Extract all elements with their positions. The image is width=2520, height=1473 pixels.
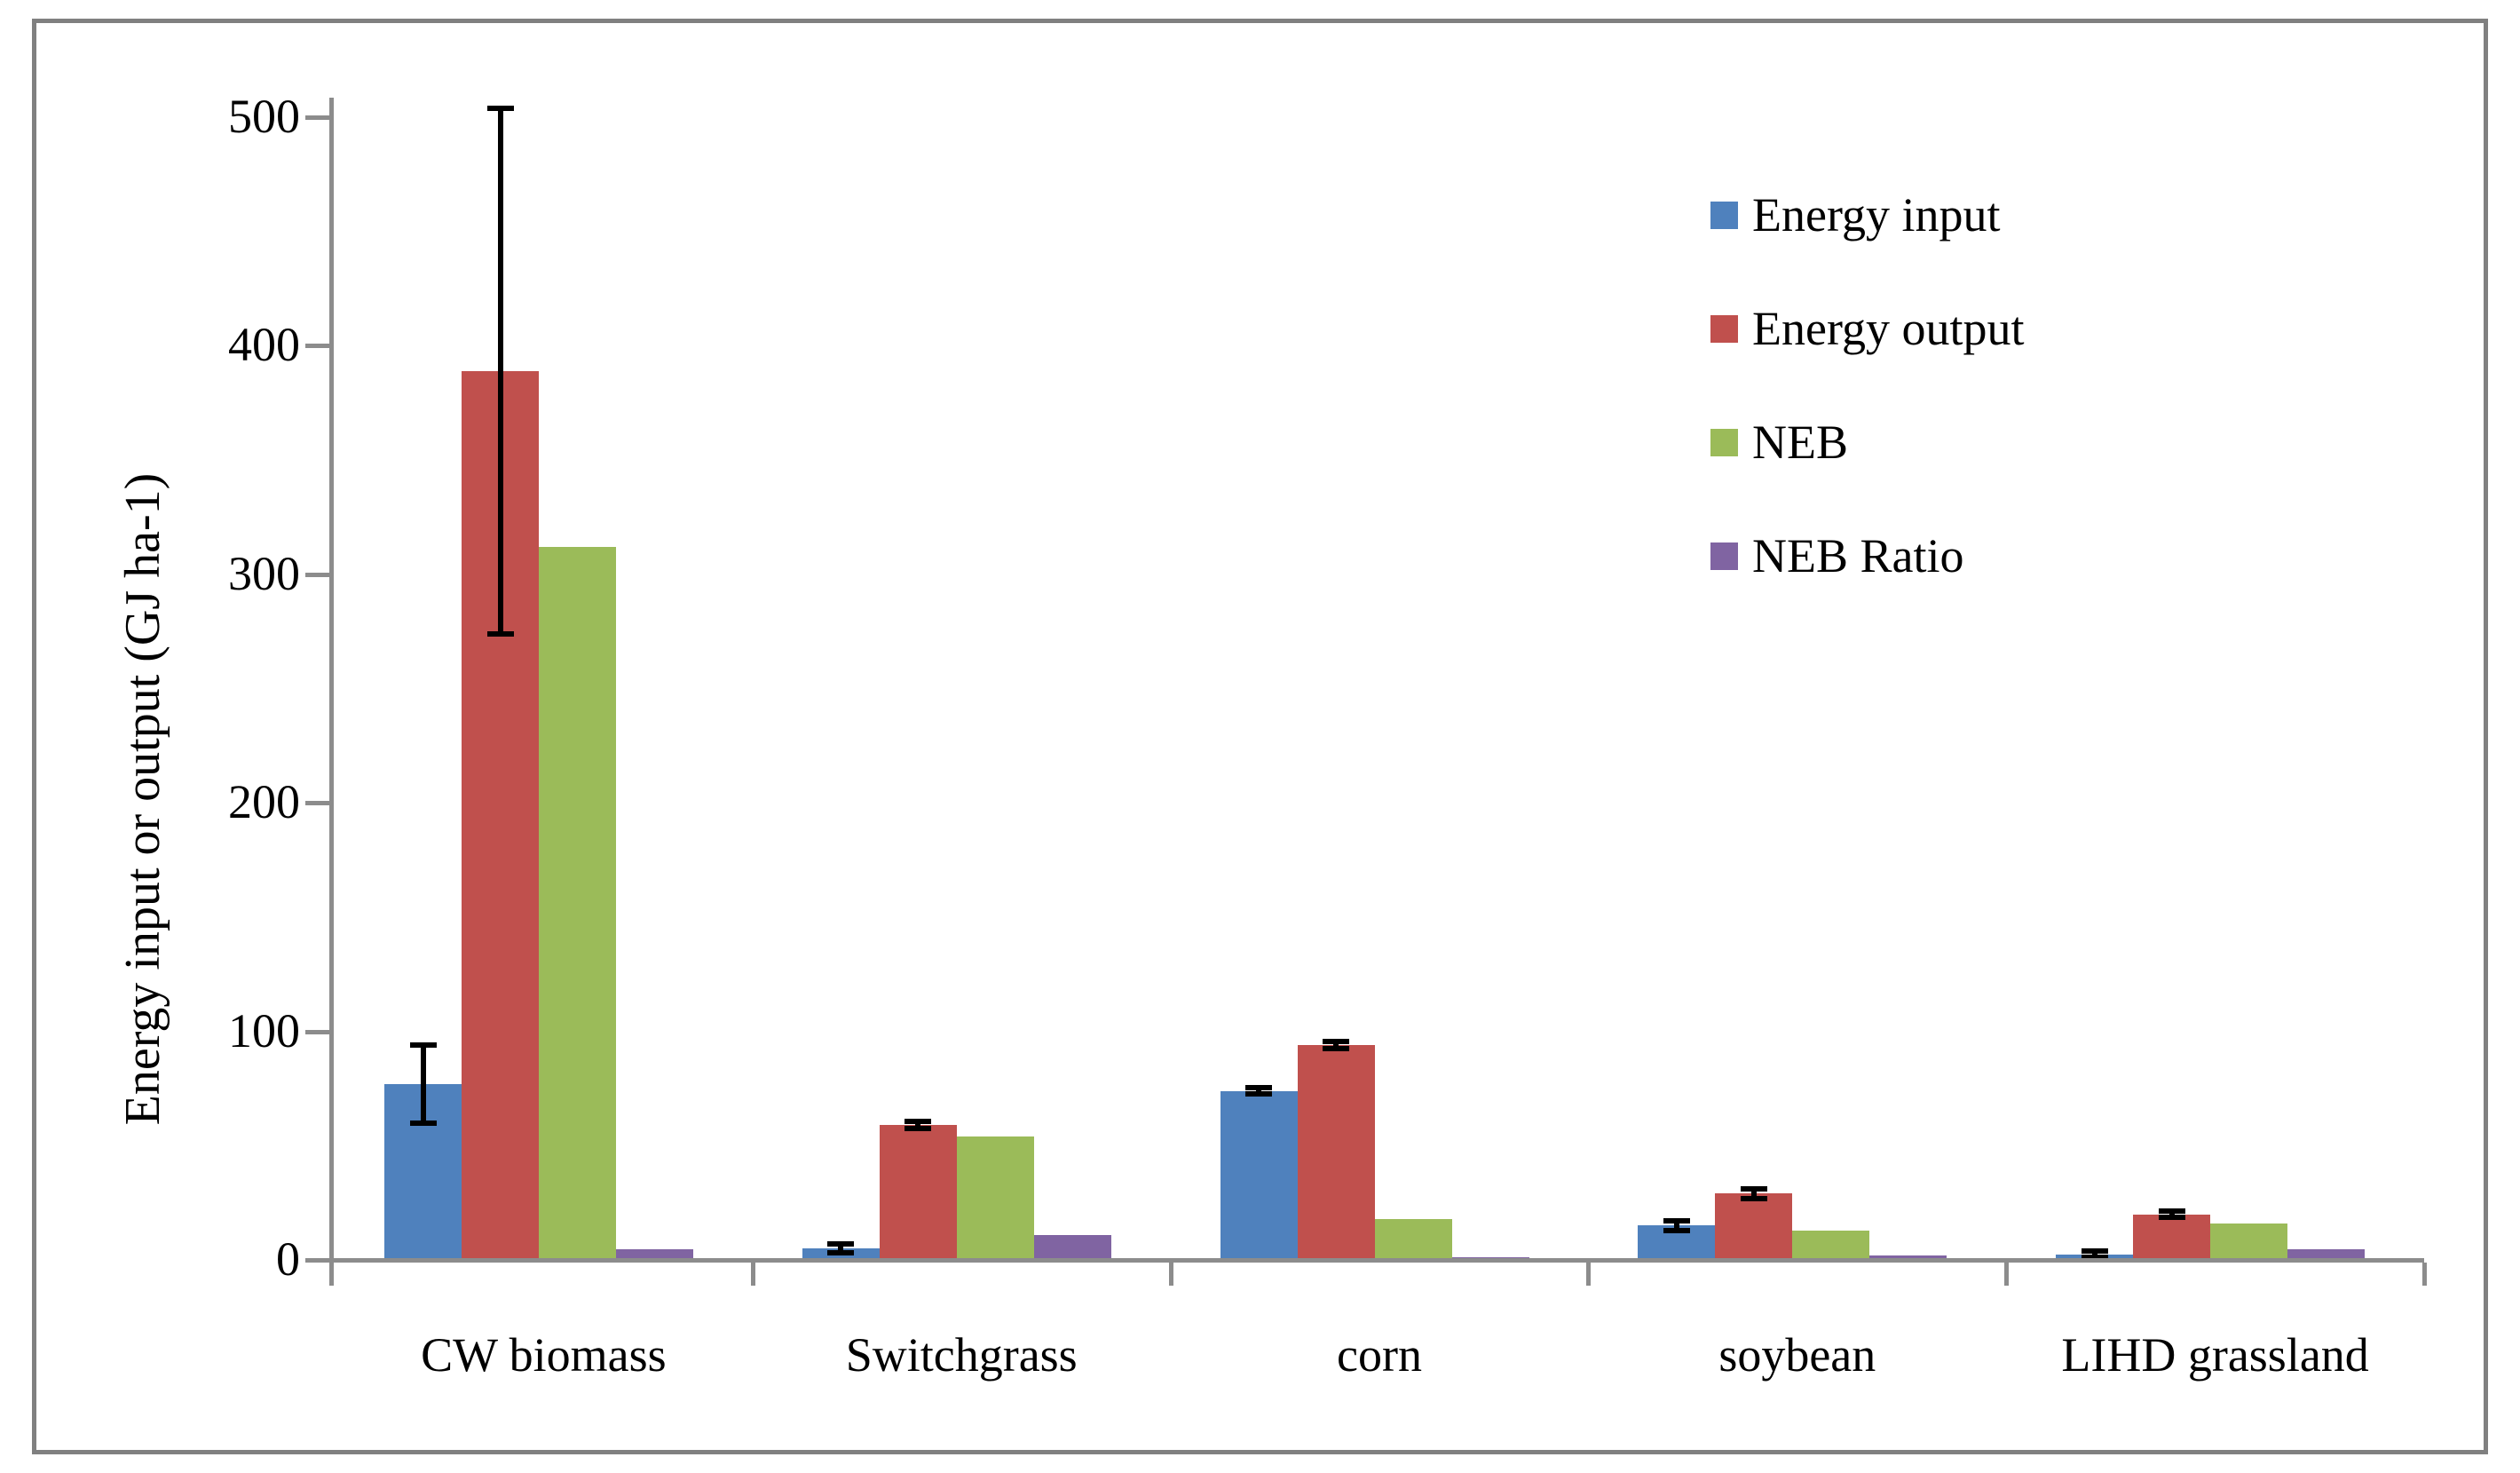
legend-item-neb: NEB [1710,416,1848,469]
bar-neb-corn [1374,1218,1452,1260]
bar-neb-ratio-switchgrass [1033,1234,1111,1260]
error-bar-energy-output-switchgrass [915,1121,921,1129]
y-axis-tick-label-400: 400 [228,318,300,372]
y-axis-tick-label-500: 500 [228,90,300,143]
error-bar-energy-input-soybean [1673,1221,1679,1231]
x-axis-label-switchgrass: Switchgrass [845,1328,1078,1382]
legend-label: NEB Ratio [1752,529,1964,582]
figure-border [32,19,2488,1454]
error-bar-energy-input-cw-biomass-cap-top [409,1042,437,1049]
error-bar-energy-output-lihd-grassland-cap-top [2158,1208,2185,1214]
y-tick-300 [305,572,329,577]
bar-neb-cw-biomass [539,546,616,1260]
error-bar-energy-output-soybean [1750,1189,1757,1199]
y-axis-tick-label-100: 100 [228,1003,300,1057]
error-bar-energy-output-cw-biomass-cap-top [486,105,514,111]
y-axis-tick-label-0: 0 [276,1232,300,1286]
legend-label: Energy output [1752,302,2025,355]
error-bar-energy-input-soybean-cap-top [1663,1218,1690,1224]
error-bar-energy-output-lihd-grassland [2168,1210,2175,1218]
error-bar-energy-input-cw-biomass [420,1045,426,1123]
error-bar-energy-input-lihd-grassland-cap-bottom [2081,1255,2108,1261]
legend-item-neb-ratio: NEB Ratio [1710,529,1964,582]
error-bar-energy-input-soybean-cap-bottom [1663,1227,1690,1233]
y-axis-line [329,98,334,1286]
x-axis-label-cw-biomass: CW biomass [421,1328,667,1382]
error-bar-energy-input-cw-biomass-cap-bottom [409,1120,437,1126]
x-tick-2 [1168,1263,1173,1286]
bar-energy-output-corn [1297,1045,1375,1260]
bar-neb-switchgrass [956,1136,1034,1260]
legend-swatch-neb-ratio [1710,542,1738,570]
error-bar-energy-output-soybean-cap-top [1740,1186,1767,1192]
error-bar-energy-output-switchgrass-cap-top [905,1119,932,1125]
bar-neb-soybean [1792,1230,1870,1260]
x-tick-5 [2422,1263,2427,1286]
error-bar-energy-input-switchgrass-cap-bottom [827,1250,855,1256]
error-bar-energy-output-cw-biomass [497,107,503,634]
bar-energy-input-corn [1220,1090,1298,1260]
error-bar-energy-input-corn [1256,1087,1262,1095]
legend-item-energy-output: Energy output [1710,302,2024,355]
x-axis-line [305,1258,2424,1263]
x-axis-label-lihd-grassland: LIHD grassland [2061,1328,2369,1382]
bar-neb-lihd-grassland [2210,1223,2288,1260]
y-tick-400 [305,344,329,349]
error-bar-energy-output-lihd-grassland-cap-bottom [2158,1215,2185,1221]
error-bar-energy-output-corn-cap-bottom [1323,1045,1350,1051]
error-bar-energy-input-switchgrass [838,1243,844,1254]
bar-energy-output-switchgrass [879,1125,957,1260]
error-bar-energy-output-corn [1333,1041,1339,1049]
y-axis-tick-label-200: 200 [228,775,300,829]
error-bar-energy-output-cw-biomass-cap-bottom [486,630,514,637]
legend-swatch-energy-output [1710,314,1738,343]
legend-item-energy-input: Energy input [1710,188,2000,242]
error-bar-energy-input-lihd-grassland [2091,1250,2097,1258]
legend-swatch-energy-input [1710,201,1738,229]
bar-neb-ratio-lihd-grassland [2287,1249,2366,1260]
legend-label: Energy input [1752,188,2001,242]
bar-energy-output-lihd-grassland [2133,1214,2211,1260]
y-tick-200 [305,801,329,806]
x-tick-3 [1586,1263,1592,1286]
legend-label: NEB [1752,416,1848,469]
error-bar-energy-input-corn-cap-top [1245,1084,1273,1090]
error-bar-energy-output-soybean-cap-bottom [1740,1195,1767,1201]
x-tick-4 [2004,1263,2010,1286]
y-tick-500 [305,115,329,120]
legend-swatch-neb [1710,428,1738,456]
error-bar-energy-output-corn-cap-top [1323,1039,1350,1045]
y-axis-tick-label-300: 300 [228,546,300,600]
bar-neb-ratio-soybean [1869,1255,1947,1260]
y-tick-100 [305,1029,329,1034]
x-tick-1 [750,1263,755,1286]
bar-neb-ratio-cw-biomass [616,1249,693,1260]
error-bar-energy-input-lihd-grassland-cap-top [2081,1247,2108,1254]
error-bar-energy-output-switchgrass-cap-bottom [905,1125,932,1131]
error-bar-energy-input-switchgrass-cap-top [827,1240,855,1247]
x-axis-label-soybean: soybean [1718,1328,1876,1382]
bar-energy-output-soybean [1715,1193,1793,1260]
error-bar-energy-input-corn-cap-bottom [1245,1091,1273,1097]
x-axis-label-corn: corn [1337,1328,1422,1382]
